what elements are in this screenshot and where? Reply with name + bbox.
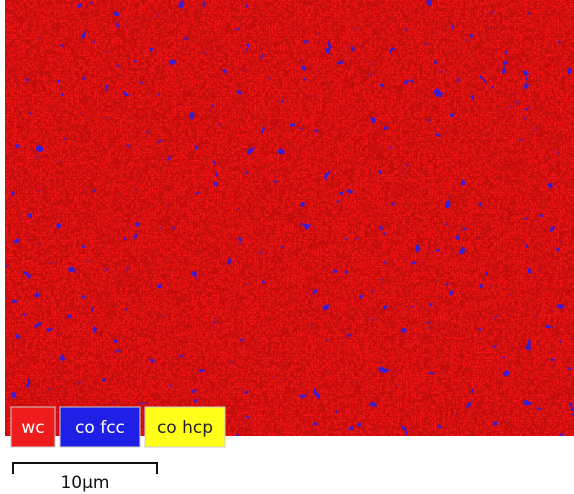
legend: wc co fcc co hcp bbox=[10, 406, 226, 448]
scale-bar-label: 10μm bbox=[60, 473, 109, 493]
legend-label: co fcc bbox=[75, 418, 125, 438]
scale-bar-line bbox=[12, 462, 158, 474]
legend-swatch bbox=[59, 406, 141, 448]
legend-swatch bbox=[144, 406, 226, 448]
scale-bar bbox=[12, 462, 158, 474]
co-fcc-regions bbox=[5, 0, 574, 436]
legend-label: wc bbox=[21, 418, 44, 438]
legend-swatch bbox=[10, 406, 56, 448]
legend-label: co hcp bbox=[157, 418, 213, 438]
